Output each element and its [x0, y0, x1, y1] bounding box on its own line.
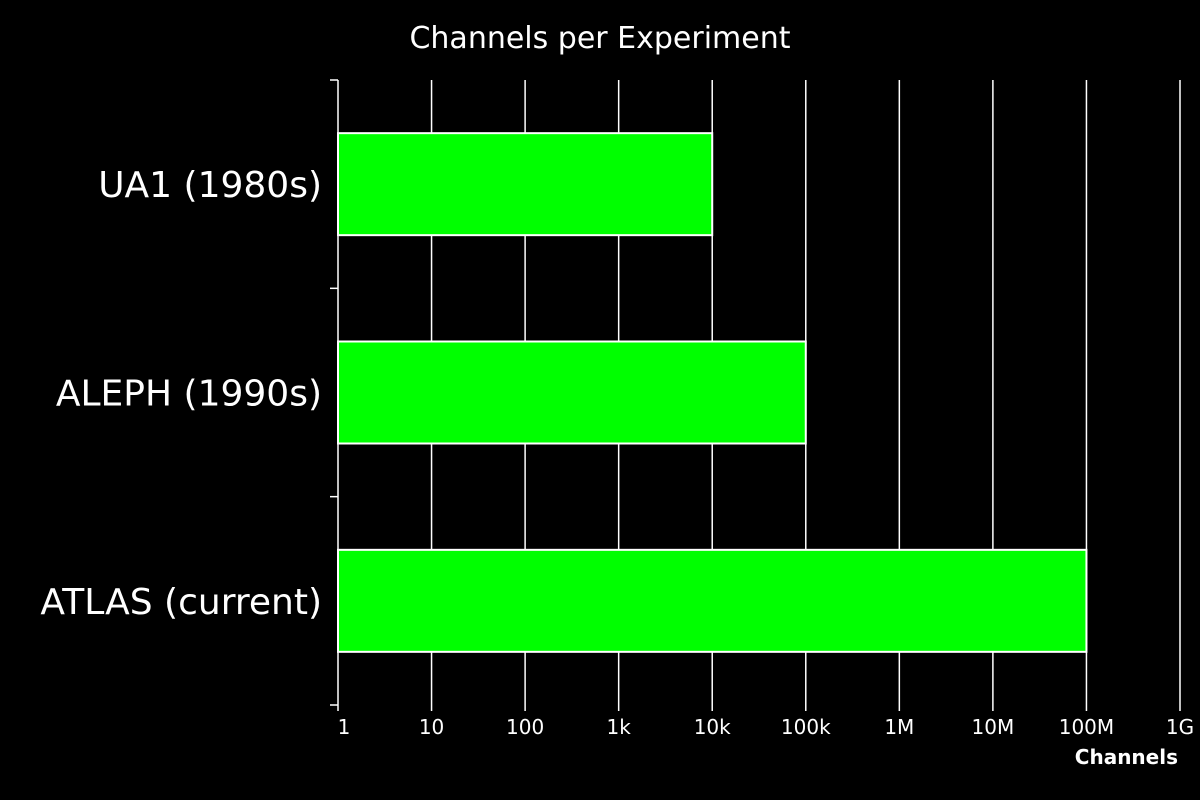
- x-tick-label: 10k: [694, 715, 731, 739]
- x-axis-title: Channels: [1075, 745, 1178, 769]
- category-label: ATLAS (current): [40, 582, 322, 623]
- category-label: UA1 (1980s): [98, 165, 322, 206]
- x-tick-label: 100k: [781, 715, 831, 739]
- chart-title: Channels per Experiment: [409, 21, 790, 56]
- category-label: ALEPH (1990s): [56, 374, 322, 415]
- x-tick-label: 100: [506, 715, 544, 739]
- x-tick-label: 1G: [1166, 715, 1194, 739]
- x-tick-label: 1M: [884, 715, 914, 739]
- bar: [337, 340, 807, 445]
- x-tick-label: 10: [419, 715, 444, 739]
- x-tick-label: 10M: [972, 715, 1015, 739]
- x-tick-label: 100M: [1059, 715, 1114, 739]
- bars: [337, 132, 1088, 653]
- labels: 1 10 100 1k 10k 100k 1M 10M 100M 1G UA1 (1980s) ALE…: [40, 165, 1194, 739]
- x-tick-label: 1: [338, 715, 351, 739]
- x-tick-label: 1k: [607, 715, 632, 739]
- bar: [337, 132, 714, 237]
- bar: [337, 548, 1088, 653]
